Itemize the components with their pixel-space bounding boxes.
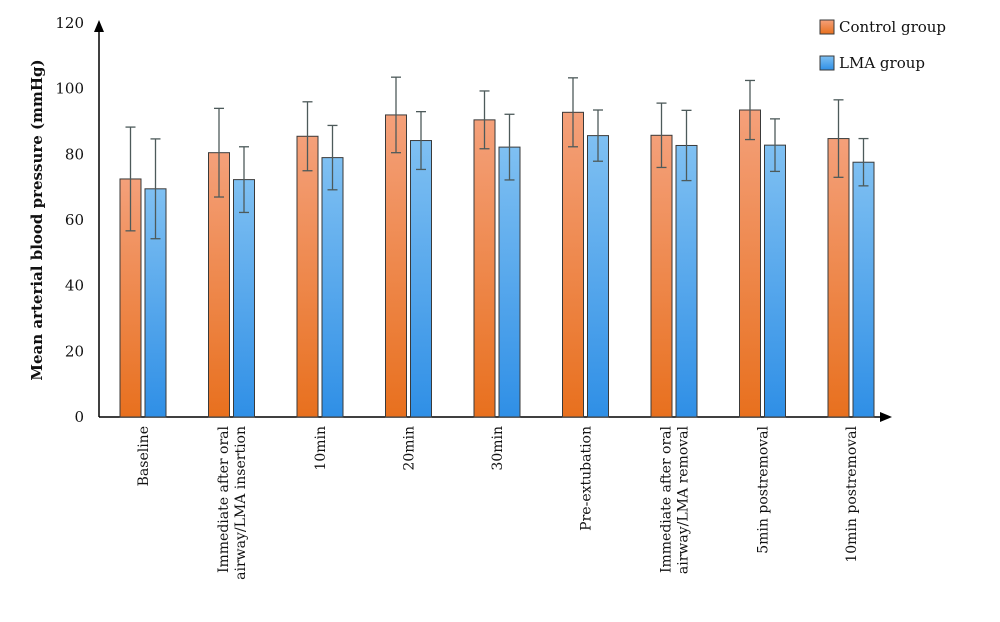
y-tick-label: 40 [65,277,84,295]
bar-lma-7 [764,144,786,418]
error-bar-lma-2 [327,124,338,191]
error-bar-control-3 [391,76,401,154]
x-axis-arrow [880,412,892,422]
error-bar-lma-4 [504,113,515,181]
y-tick-label: 120 [55,14,84,32]
y-tick-labels: 0 20 40 60 80 100 120 [55,14,84,426]
error-bar-lma-6 [681,109,692,182]
bar-lma-1 [233,179,255,418]
error-bar-lma-5 [593,109,603,162]
x-tick-label-8-0: 10min postremoval [844,425,860,562]
error-bar-control-8 [833,99,844,178]
error-bar-lma-7 [770,118,780,173]
bar-lma-4 [498,146,521,418]
error-bars [125,76,869,240]
legend-label-0: Control group [839,18,946,36]
x-tick-label-7-0: 5min postremoval [756,425,772,553]
x-tick-label-5-0: Pre-extubation [579,426,595,531]
y-tick-label: 20 [65,342,84,360]
legend-swatch-0 [819,19,835,35]
error-bar-control-7 [745,79,755,141]
bar-control-2 [296,135,319,418]
error-bar-control-6 [656,102,667,169]
bar-control-7 [739,109,761,418]
x-tick-labels: Baseline Immediate after oral airway/LMA i… [136,425,860,579]
y-axis-arrow [94,20,104,32]
bar-lma-2 [321,157,344,418]
error-bar-lma-1 [239,146,249,214]
legend-label-1: LMA group [839,54,925,72]
x-tick-label-6-0: Immediate after oral [659,425,675,573]
y-axis-title: Mean arterial blood pressure (mmHg) [28,59,46,380]
error-bar-control-2 [302,101,313,172]
error-bar-lma-8 [858,137,869,187]
x-tick-label-1-0: Immediate after oral [216,425,232,573]
bars [119,109,875,418]
bar-lma-3 [410,140,432,418]
legend-swatch-1 [819,55,835,71]
y-tick-label: 80 [65,145,84,163]
bar-control-3 [385,114,407,418]
bar-lma-8 [852,161,875,418]
bar-lma-5 [587,135,609,418]
x-tick-label-2-0: 10min [313,426,329,471]
x-tick-label-1-1: airway/LMA insertion [233,426,249,580]
bar-control-4 [473,119,496,418]
x-tick-label-0-0: Baseline [136,426,152,486]
bar-control-6 [650,134,673,418]
y-tick-label: 0 [74,408,84,426]
y-tick-label: 100 [55,80,84,98]
y-tick-label: 60 [65,211,84,229]
error-bar-lma-0 [150,138,161,240]
error-bar-control-0 [125,126,136,232]
error-bar-control-1 [214,107,224,198]
error-bar-control-4 [479,90,490,150]
x-tick-label-6-1: airway/LMA removal [676,425,692,574]
x-tick-label-4-0: 30min [490,426,506,471]
bar-control-5 [562,111,584,418]
legend: Control group LMA group [819,18,946,72]
bar-lma-6 [675,144,698,418]
bar-control-8 [827,138,850,418]
error-bar-control-5 [568,77,578,148]
x-tick-label-3-0: 20min [402,426,418,471]
error-bar-lma-3 [416,111,426,171]
